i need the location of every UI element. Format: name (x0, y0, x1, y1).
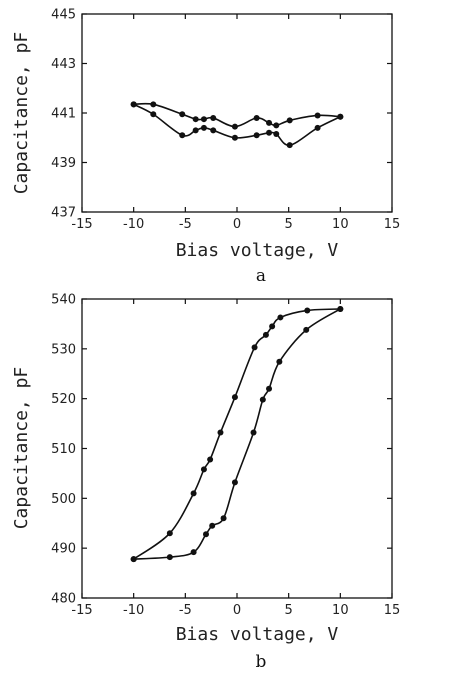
data-point (150, 111, 157, 118)
data-point (337, 305, 344, 312)
y-tick-label: 530 (51, 342, 76, 357)
data-point (251, 344, 258, 351)
points-b (130, 305, 344, 563)
x-tick-label: 15 (384, 217, 401, 232)
panel-a: -15 -10 -5 0 5 10 15 437 439 441 443 445 Bias volt… (11, 8, 400, 287)
data-point (217, 429, 224, 436)
y-tick-label: 490 (51, 542, 76, 557)
data-point (262, 331, 269, 338)
data-point (203, 531, 209, 538)
curves-b (133, 308, 341, 560)
y-tick-label: 441 (51, 107, 76, 122)
x-tick-label: -10 (123, 217, 144, 232)
data-point (231, 479, 238, 486)
points-a (130, 101, 344, 149)
y-tick-label: 510 (51, 442, 76, 457)
y-tick-label: 445 (51, 8, 76, 23)
data-point (253, 132, 260, 139)
data-point (314, 112, 321, 119)
data-point (337, 113, 344, 120)
x-tick-label: 5 (285, 603, 293, 618)
x-axis-label-a: Bias voltage, V (176, 240, 339, 261)
data-point (130, 556, 137, 563)
data-point (273, 122, 280, 129)
y-tick-label: 520 (51, 392, 76, 407)
data-point (179, 132, 186, 139)
x-tick-label: 10 (332, 217, 349, 232)
x-tick-label: 0 (233, 217, 241, 232)
y-axis-b: 480 490 500 510 520 530 540 (51, 293, 392, 607)
y-tick-label: 500 (51, 492, 76, 507)
data-point (220, 515, 227, 522)
x-tick-label: -5 (179, 603, 192, 618)
x-tick-label: -5 (179, 217, 192, 232)
y-axis-a: 437 439 441 443 445 (51, 8, 392, 221)
data-point (179, 111, 186, 118)
data-point (286, 142, 293, 149)
y-tick-label: 443 (51, 57, 76, 72)
data-point (210, 127, 217, 134)
data-point (210, 114, 217, 121)
data-point (231, 134, 238, 141)
y-tick-label: 540 (51, 293, 76, 308)
data-point (166, 530, 173, 537)
x-tick-label: -15 (71, 217, 92, 232)
data-point (277, 314, 284, 321)
data-point (200, 466, 207, 473)
panel-label-b: b (256, 652, 267, 672)
plot-frame-b (81, 298, 393, 599)
data-point (286, 117, 293, 124)
x-tick-label: -15 (71, 603, 92, 618)
data-point (200, 116, 207, 123)
data-point (190, 549, 197, 556)
plot-frame-a (81, 13, 393, 213)
data-point (314, 124, 321, 131)
data-point (253, 114, 260, 121)
x-tick-label: 10 (332, 603, 349, 618)
data-point (190, 490, 197, 497)
x-tick-label: -10 (123, 603, 144, 618)
data-point (231, 394, 238, 401)
data-point (130, 101, 137, 108)
data-point (303, 326, 310, 333)
x-axis-label-b: Bias voltage, V (176, 624, 339, 645)
panel-label-a: a (256, 266, 266, 286)
series-line-b-2 (133, 308, 341, 560)
data-point (266, 129, 273, 136)
data-point (192, 116, 199, 123)
data-point (276, 358, 283, 365)
y-axis-label-b: Capacitance, pF (11, 367, 32, 530)
data-point (209, 522, 216, 529)
data-point (266, 385, 273, 392)
y-tick-label: 439 (51, 156, 76, 171)
x-axis-a: -15 -10 -5 0 5 10 15 (71, 14, 400, 232)
data-point (231, 123, 238, 130)
y-tick-label: 480 (51, 592, 76, 607)
y-tick-label: 437 (51, 206, 76, 221)
series-line-b-1 (133, 308, 341, 560)
x-tick-label: 0 (233, 603, 241, 618)
data-point (166, 554, 173, 561)
data-point (269, 323, 276, 330)
data-point (304, 307, 311, 314)
x-tick-label: 5 (285, 217, 293, 232)
data-point (207, 456, 214, 463)
data-point (192, 127, 199, 134)
x-tick-label: 15 (384, 603, 401, 618)
data-point (259, 396, 266, 403)
data-point (273, 131, 280, 138)
x-axis-b: -15 -10 -5 0 5 10 15 (71, 299, 400, 618)
data-point (150, 101, 157, 108)
data-point (250, 429, 257, 436)
y-axis-label-a: Capacitance, pF (11, 32, 32, 195)
data-point (200, 124, 207, 131)
data-point (266, 119, 273, 126)
